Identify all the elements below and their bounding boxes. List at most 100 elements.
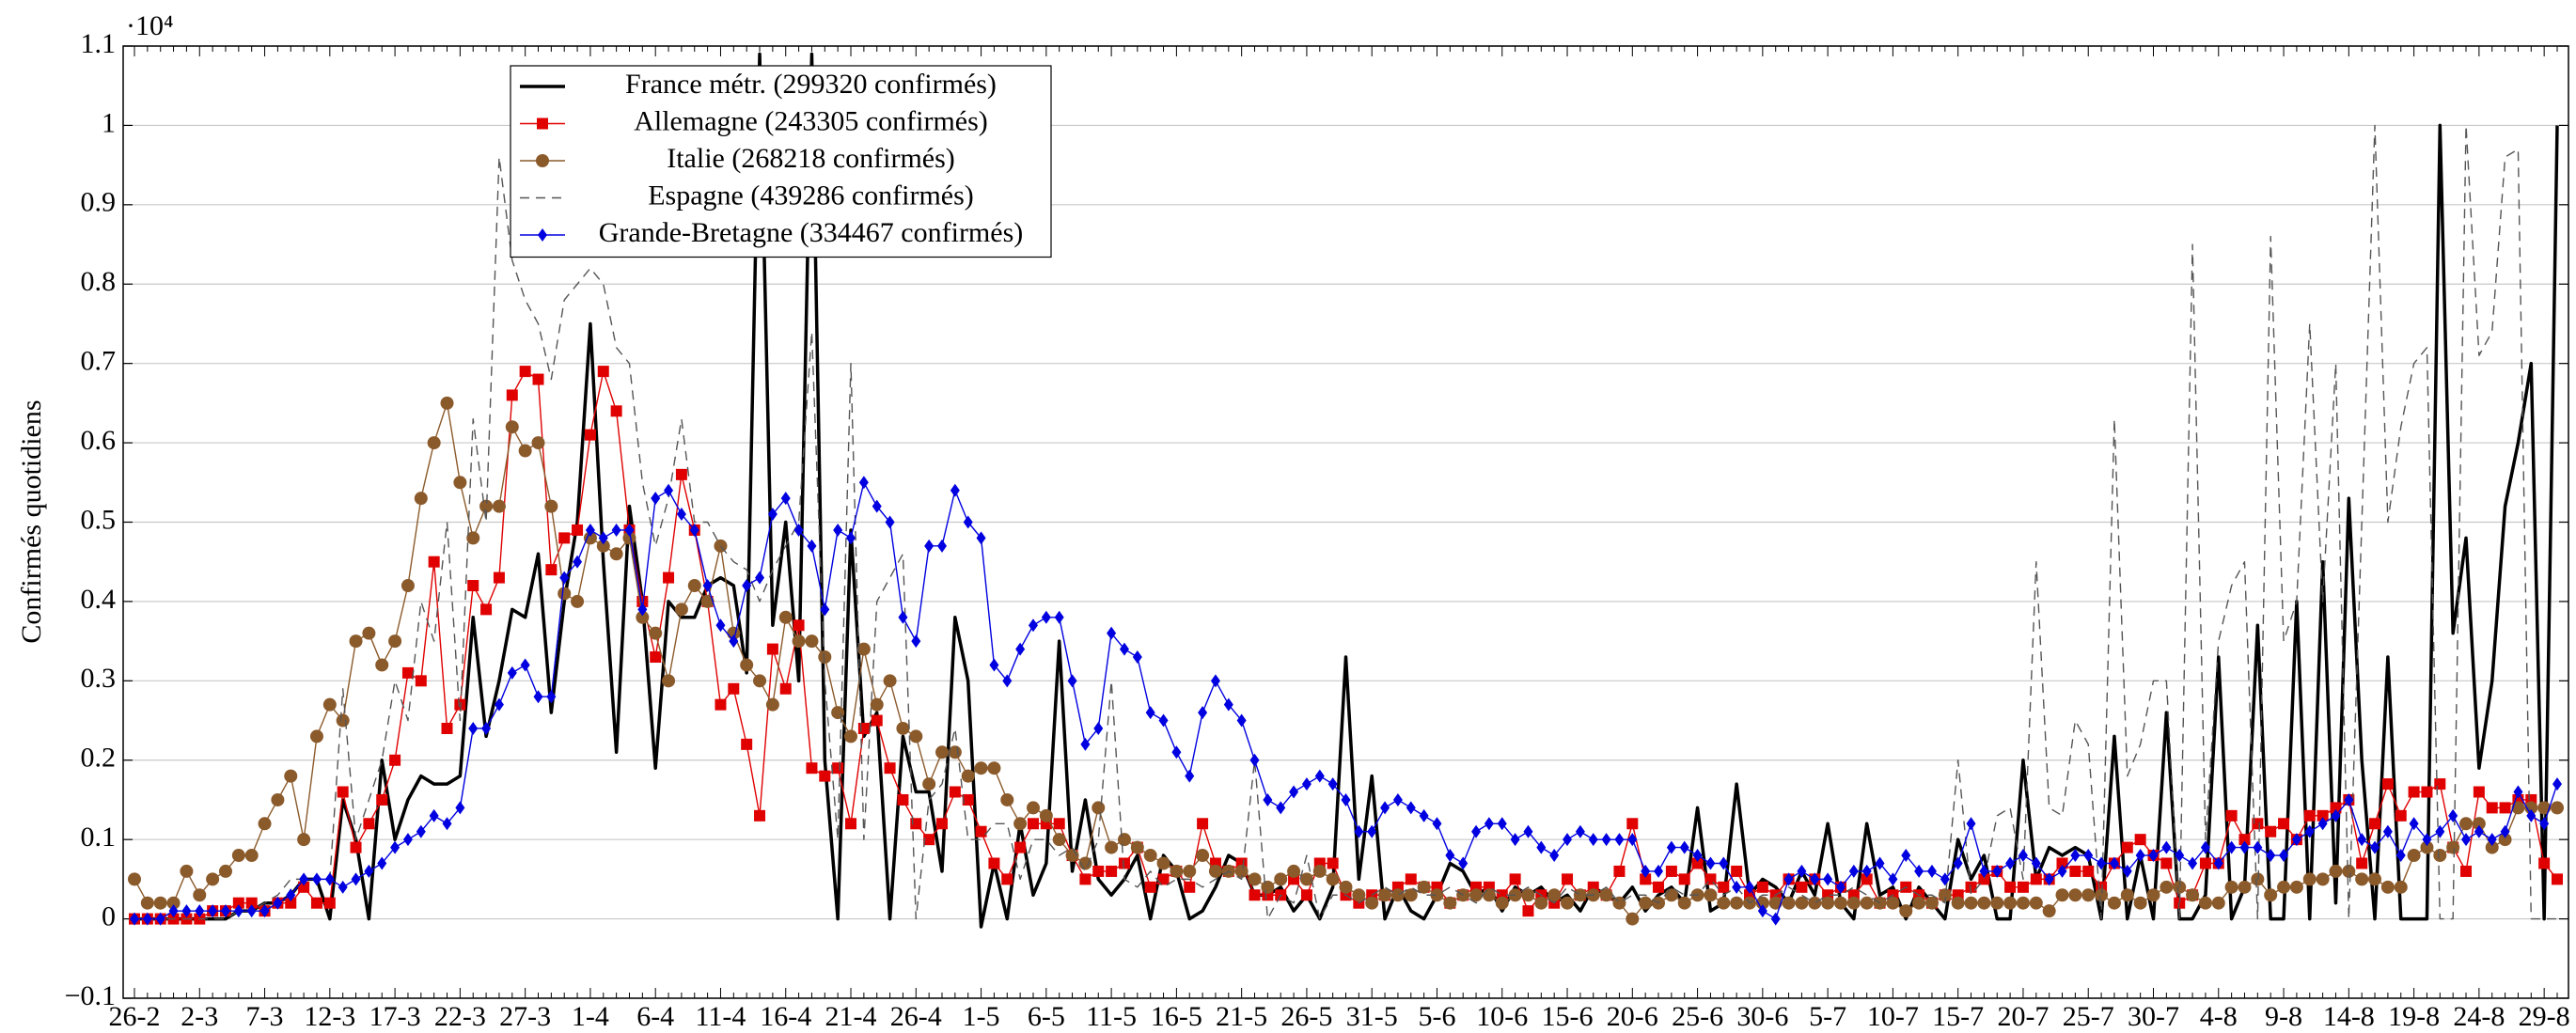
marker: [2368, 872, 2382, 886]
y-tick-label: 1.1: [81, 28, 117, 59]
marker: [468, 721, 479, 735]
marker: [297, 833, 311, 847]
marker: [989, 658, 999, 672]
legend-label: Italie (268218 confirmés): [667, 143, 955, 174]
marker: [1692, 849, 1703, 863]
marker: [1495, 896, 1509, 910]
x-tick-label: 16-5: [1151, 1001, 1202, 1032]
marker: [1990, 896, 2004, 910]
x-tick-label: 30-7: [2128, 1001, 2179, 1032]
marker: [206, 872, 220, 886]
marker: [1365, 896, 1379, 910]
marker: [337, 786, 349, 798]
marker: [1417, 880, 1431, 894]
marker: [1549, 849, 1560, 863]
marker: [481, 721, 492, 735]
marker: [2017, 881, 2029, 893]
legend-label: Allemagne (243305 confirmés): [634, 105, 988, 136]
marker: [363, 818, 375, 830]
marker: [689, 523, 699, 537]
marker: [505, 420, 519, 434]
marker: [2122, 864, 2132, 878]
marker: [1992, 864, 2003, 878]
marker: [2304, 824, 2315, 838]
marker: [1912, 896, 1926, 910]
marker: [2446, 840, 2460, 854]
marker: [2289, 880, 2303, 894]
plot-area: [128, 52, 2564, 929]
marker: [322, 697, 337, 712]
marker: [2302, 872, 2317, 886]
marker: [611, 523, 621, 537]
marker: [351, 872, 361, 886]
marker: [961, 769, 975, 783]
marker: [1810, 872, 1820, 886]
marker: [2030, 873, 2042, 885]
marker: [700, 594, 715, 608]
marker: [2003, 896, 2018, 910]
marker: [1130, 840, 1144, 854]
marker: [2526, 808, 2537, 822]
marker: [2420, 840, 2434, 854]
legend-box: [510, 65, 1052, 258]
marker: [364, 864, 374, 878]
marker: [537, 117, 548, 130]
marker: [1013, 817, 1028, 831]
marker: [936, 818, 948, 830]
marker: [2473, 786, 2485, 798]
marker: [415, 675, 427, 687]
marker: [298, 881, 310, 893]
marker: [2004, 881, 2017, 893]
marker: [948, 745, 962, 759]
marker: [1443, 896, 1457, 910]
x-tick-label: 5-7: [1809, 1001, 1846, 1032]
marker: [2499, 802, 2511, 814]
marker: [819, 770, 831, 782]
marker: [988, 857, 1000, 869]
x-tick-label: 14-8: [2323, 1001, 2375, 1032]
marker: [765, 697, 779, 712]
marker: [142, 912, 152, 926]
marker: [2409, 817, 2419, 831]
marker: [637, 603, 648, 617]
marker: [2552, 873, 2563, 885]
x-tick-label: 30-6: [1736, 1001, 1788, 1032]
marker: [649, 626, 663, 640]
marker: [1419, 808, 1429, 822]
marker: [2316, 872, 2330, 886]
marker: [376, 793, 388, 806]
marker: [1326, 872, 1340, 886]
marker: [820, 603, 830, 617]
marker: [1732, 880, 1742, 894]
marker: [1390, 888, 1405, 902]
marker: [1339, 880, 1353, 894]
marker: [2485, 840, 2499, 854]
marker: [1210, 674, 1220, 688]
marker: [1471, 824, 1482, 838]
marker: [2160, 880, 2174, 894]
marker: [923, 834, 935, 846]
marker: [2069, 865, 2081, 877]
marker: [1536, 840, 1547, 854]
marker: [610, 405, 622, 417]
marker: [2422, 833, 2432, 847]
marker: [1704, 888, 1718, 902]
marker: [375, 658, 389, 672]
marker: [1092, 865, 1105, 877]
marker: [2198, 896, 2212, 910]
marker: [2239, 840, 2250, 854]
series-line: [134, 124, 2557, 920]
marker: [1677, 896, 1691, 910]
x-tick-label: 17-3: [369, 1001, 421, 1032]
legend-label: France métr. (299320 confirmés): [625, 69, 997, 100]
marker: [506, 389, 518, 401]
marker: [1093, 721, 1104, 735]
marker: [362, 626, 376, 640]
marker: [130, 912, 139, 926]
marker: [1965, 881, 1977, 893]
marker: [1835, 880, 1846, 894]
marker: [1782, 896, 1796, 910]
marker: [1770, 912, 1781, 926]
marker: [1599, 888, 1613, 902]
marker: [480, 603, 493, 616]
